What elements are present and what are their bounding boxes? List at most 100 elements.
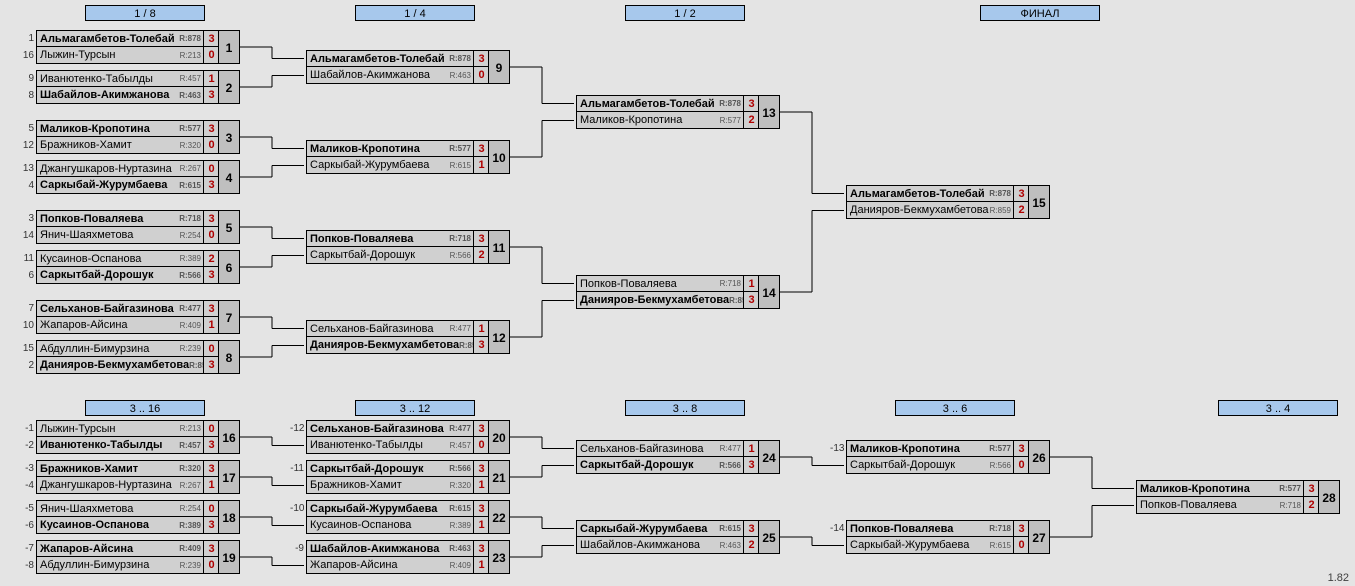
match-number: 19 (218, 540, 240, 574)
player-rating: R:718 (720, 279, 743, 288)
player-rating: R:878 (449, 54, 473, 63)
match-number: 5 (218, 210, 240, 244)
match: -10Саркыбай-ЖурумбаеваR:6153Кусаинов-Осп… (290, 500, 490, 534)
player-rating: R:859 (189, 361, 204, 370)
player-name-cell: Джангушкаров-НуртазинаR:267 (36, 477, 204, 494)
player-name-cell: Альмагамбетов-ТолебайR:878 (36, 30, 204, 47)
match-number: 26 (1028, 440, 1050, 474)
player-name-cell: Бражников-ХамитR:320 (36, 137, 204, 154)
match: 1Альмагамбетов-ТолебайR:878316Лыжин-Турс… (20, 30, 220, 64)
player-name: Саркыбай-Журумбаева (40, 179, 167, 191)
player-rating: R:213 (180, 51, 203, 60)
player-name: Янич-Шаяхметова (40, 503, 133, 515)
match-row: Сельханов-БайгазиноваR:4771 (560, 440, 760, 457)
seed-number: 4 (20, 177, 36, 194)
match-row: -1Лыжин-ТурсынR:2130 (20, 420, 220, 437)
round-header: 3 .. 8 (625, 400, 745, 416)
player-rating: R:577 (179, 124, 203, 133)
match: Альмагамбетов-ТолебайR:8783Маликов-Кропо… (560, 95, 760, 129)
player-name: Сельханов-Байгазинова (580, 443, 704, 455)
seed-number: 13 (20, 160, 36, 177)
player-rating: R:577 (1279, 484, 1303, 493)
player-name: Данияров-Бекмухамбетова (40, 359, 189, 371)
match-number: 21 (488, 460, 510, 494)
match-row: Саркыбай-ЖурумбаеваR:6153 (560, 520, 760, 537)
match: -3Бражников-ХамитR:3203-4Джангушкаров-Ну… (20, 460, 220, 494)
player-rating: R:267 (180, 481, 203, 490)
seed-number: 2 (20, 357, 36, 374)
match-number: 8 (218, 340, 240, 374)
match-row: -13Маликов-КропотинаR:5773 (830, 440, 1030, 457)
match-row: Сельханов-БайгазиноваR:4771 (290, 320, 490, 337)
player-name-cell: Данияров-БекмухамбетоваR:859 (576, 292, 744, 309)
player-name: Кусаинов-Оспанова (40, 519, 149, 531)
player-rating: R:389 (450, 521, 473, 530)
player-name: Янич-Шаяхметова (40, 229, 133, 241)
match-row: Альмагамбетов-ТолебайR:8783 (830, 185, 1030, 202)
match-number: 28 (1318, 480, 1340, 514)
match-row: Саркыбай-ЖурумбаеваR:6150 (830, 537, 1030, 554)
seed-number: 5 (20, 120, 36, 137)
player-rating: R:320 (450, 481, 473, 490)
match-number: 13 (758, 95, 780, 129)
player-name: Иванютенко-Табылды (40, 73, 153, 85)
match-number: 15 (1028, 185, 1050, 219)
player-name-cell: Иванютенко-ТабылдыR:457 (36, 70, 204, 87)
player-rating: R:254 (180, 231, 203, 240)
player-name: Саркыбай-Журумбаева (850, 539, 969, 551)
player-name-cell: Саркыбай-ЖурумбаеваR:615 (846, 537, 1014, 554)
player-name-cell: Бражников-Хамит R:320 (306, 477, 474, 494)
match-row: Саркыбай-ЖурумбаеваR:6151 (290, 157, 490, 174)
player-name-cell: Сельханов-БайгазиноваR:477 (36, 300, 204, 317)
player-name: Саркыбай-Журумбаева (580, 523, 707, 535)
player-rating: R:615 (179, 181, 203, 190)
match-row: Саркытбай-ДорошукR:5663 (560, 457, 760, 474)
player-rating: R:254 (180, 504, 203, 513)
seed-number: -7 (20, 540, 36, 557)
player-name: Бражников-Хамит (40, 463, 138, 475)
player-rating: R:577 (720, 116, 743, 125)
player-name: Бражников-Хамит (310, 479, 402, 491)
player-rating: R:859 (729, 296, 744, 305)
player-rating: R:615 (450, 161, 473, 170)
match-number: 11 (488, 230, 510, 264)
seed-number (1120, 497, 1136, 514)
player-name: Кусаинов-Оспанова (40, 253, 141, 265)
player-rating: R:577 (989, 444, 1013, 453)
player-rating: R:463 (450, 71, 473, 80)
player-rating: R:389 (180, 254, 203, 263)
player-name: Маликов-Кропотина (850, 443, 960, 455)
player-name-cell: Абдуллин-БимурзинаR:239 (36, 340, 204, 357)
player-name-cell: Янич-Шаяхметова R:254 (36, 500, 204, 517)
player-name-cell: Саркыбай-ЖурумбаеваR:615 (306, 157, 474, 174)
player-rating: R:477 (720, 444, 743, 453)
player-name: Саркытбай-Дорошук (310, 463, 423, 475)
match: 13Джангушкаров-НуртазинаR:26704 Саркыбай-… (20, 160, 220, 194)
match-number: 16 (218, 420, 240, 454)
player-name-cell: Шабайлов-АкимжановаR:463 (306, 67, 474, 84)
player-name: Лыжин-Турсын (40, 49, 115, 61)
match: -11Саркытбай-ДорошукR:5663Бражников-Хами… (290, 460, 490, 494)
round-header: 3 .. 16 (85, 400, 205, 416)
player-name: Жапаров-Айсина (310, 559, 398, 571)
player-rating: R:320 (180, 141, 203, 150)
match-row: 10Жапаров-АйсинаR:4091 (20, 317, 220, 334)
match-row: 5Маликов-КропотинаR:5773 (20, 120, 220, 137)
seed-number (1120, 480, 1136, 497)
player-name: Шабайлов-Акимжанова (40, 89, 169, 101)
bracket-canvas: 1.82 1 / 81 / 41 / 2ФИНАЛ3 .. 163 .. 123… (0, 0, 1355, 586)
player-name: Шабайлов-Акимжанова (310, 543, 439, 555)
match: Попков-ПоваляеваR:7181Данияров-Бекмухамб… (560, 275, 760, 309)
seed-number (830, 202, 846, 219)
player-rating: R:463 (179, 91, 203, 100)
player-name-cell: Абдуллин-БимурзинаR:239 (36, 557, 204, 574)
match-row: -3Бражников-ХамитR:3203 (20, 460, 220, 477)
player-name: Данияров-Бекмухамбетова (580, 294, 729, 306)
player-name: Шабайлов-Акимжанова (580, 539, 700, 551)
round-header: 3 .. 12 (355, 400, 475, 416)
seed-number: -5 (20, 500, 36, 517)
player-name-cell: Попков-ПоваляеваR:718 (1136, 497, 1304, 514)
match: -1Лыжин-ТурсынR:2130-2Иванютенко-Табылды… (20, 420, 220, 454)
match-row: 13Джангушкаров-НуртазинаR:2670 (20, 160, 220, 177)
match-row: -14Попков-ПоваляеваR:7183 (830, 520, 1030, 537)
